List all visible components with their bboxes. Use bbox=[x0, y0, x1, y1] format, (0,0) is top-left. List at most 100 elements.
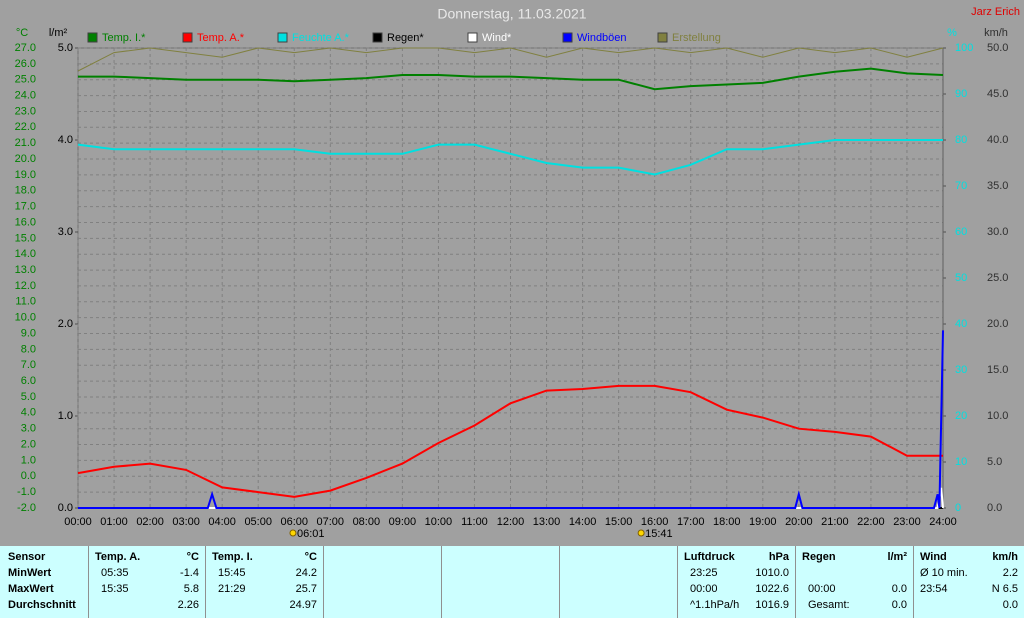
chart-title: Donnerstag, 11.03.2021 bbox=[437, 6, 586, 22]
series-line bbox=[77, 47, 944, 72]
summary-block: Luftdruck hPa 23:25 1010.0 00:00 1022.6 ^1.1hP… bbox=[677, 546, 795, 618]
series-line bbox=[77, 139, 943, 176]
x-tick-label: 18:00 bbox=[713, 516, 741, 528]
y-tick-label: 22.0 bbox=[15, 121, 36, 133]
cell-label: 00:00 bbox=[690, 583, 718, 595]
cell-value: -1.4 bbox=[180, 567, 199, 579]
axis-title: km/h bbox=[984, 27, 1008, 39]
y-tick-label: 17.0 bbox=[15, 201, 36, 213]
axis-title: °C bbox=[16, 27, 28, 39]
y-tick-label: 40 bbox=[955, 318, 967, 330]
legend-label: Erstellung bbox=[672, 32, 721, 44]
cell-value: 24.97 bbox=[289, 599, 317, 611]
y-tick-label: 19.0 bbox=[15, 169, 36, 181]
y-tick-label: 5.0 bbox=[21, 391, 36, 403]
legend-label: Feuchte A.* bbox=[292, 32, 350, 44]
x-tick-label: 07:00 bbox=[317, 516, 345, 528]
y-tick-label: 3.0 bbox=[21, 423, 36, 435]
y-tick-label: 0 bbox=[955, 502, 961, 514]
y-tick-label: 18.0 bbox=[15, 185, 36, 197]
legend-label: Windböen bbox=[577, 32, 627, 44]
y-tick-label: 100 bbox=[955, 42, 973, 54]
sun-marker bbox=[289, 529, 297, 537]
y-tick-label: 70 bbox=[955, 180, 967, 192]
cell-label: 00:00 bbox=[808, 583, 836, 595]
y-tick-label: 30 bbox=[955, 364, 967, 376]
legend-swatch bbox=[277, 32, 288, 43]
cell-label: ^1.1hPa/h bbox=[690, 599, 740, 611]
y-tick-label: 13.0 bbox=[15, 264, 36, 276]
y-tick-label: 30.0 bbox=[987, 226, 1008, 238]
summary-table: Sensor MinWert MaxWert Durchschnitt Temp. A.… bbox=[0, 546, 1024, 618]
legend-swatch bbox=[657, 32, 668, 43]
y-tick-label: 21.0 bbox=[15, 137, 36, 149]
y-tick-label: 20 bbox=[955, 410, 967, 422]
cell-value: 24.2 bbox=[295, 567, 317, 579]
block-title: Wind bbox=[920, 551, 947, 563]
cell-label: 21:29 bbox=[218, 583, 246, 595]
summary-block: Temp. I. °C 15:45 24.2 21:29 25.7 24.97 bbox=[205, 546, 323, 618]
y-tick-label: 27.0 bbox=[15, 42, 36, 54]
y-tick-label: 12.0 bbox=[15, 280, 36, 292]
y-tick-label: 4.0 bbox=[58, 134, 73, 146]
x-tick-label: 06:00 bbox=[280, 516, 308, 528]
legend-swatch bbox=[467, 32, 478, 43]
plot: °C -2.0 -1.0 0.0 1.0 2.0 3.0 4.0 5.0 6.0 7.0 8.0 9.0… bbox=[15, 27, 1009, 540]
y-tick-label: 40.0 bbox=[987, 134, 1008, 146]
cell-value: 1022.6 bbox=[755, 583, 789, 595]
y-tick-label: 2.0 bbox=[58, 318, 73, 330]
annotation-label: 15:41 bbox=[645, 528, 673, 540]
cell-value: 2.26 bbox=[177, 599, 199, 611]
y-tick-label: 90 bbox=[955, 88, 967, 100]
block-unit: km/h bbox=[992, 551, 1018, 563]
y-tick-label: 20.0 bbox=[15, 153, 36, 165]
series-line bbox=[78, 67, 944, 91]
cell-label: 23:54 bbox=[920, 583, 948, 595]
annotation-label: 06:01 bbox=[297, 528, 325, 540]
cell-value: 25.7 bbox=[295, 583, 317, 595]
cell-value: 1016.9 bbox=[755, 599, 789, 611]
chart: Donnerstag, 11.03.2021 Jarz Erich °C -2.0… bbox=[14, 5, 1020, 540]
y-tick-label: 6.0 bbox=[21, 375, 36, 387]
x-tick-label: 08:00 bbox=[353, 516, 381, 528]
y-tick-label: 35.0 bbox=[987, 180, 1008, 192]
y-tick-label: 50.0 bbox=[987, 42, 1008, 54]
x-tick-label: 17:00 bbox=[677, 516, 705, 528]
y-tick-label: 3.0 bbox=[58, 226, 73, 238]
x-tick-label: 22:00 bbox=[857, 516, 885, 528]
block-unit: hPa bbox=[768, 551, 789, 563]
y-tick-label: 25.0 bbox=[15, 74, 36, 86]
x-tick-label: 00:00 bbox=[64, 516, 92, 528]
author: Jarz Erich bbox=[971, 6, 1020, 18]
y-tick-label: 16.0 bbox=[15, 216, 36, 228]
block-title: Temp. I. bbox=[212, 551, 253, 563]
y-tick-label: 15.0 bbox=[15, 232, 36, 244]
x-tick-label: 15:00 bbox=[605, 516, 633, 528]
cell-value: N 6.5 bbox=[991, 583, 1018, 595]
x-tick-label: 09:00 bbox=[389, 516, 417, 528]
row-label-column: Sensor MinWert MaxWert Durchschnitt bbox=[0, 546, 88, 618]
y-tick-label: 5.0 bbox=[987, 456, 1002, 468]
sun-marker bbox=[637, 529, 645, 537]
y-tick-label: 25.0 bbox=[987, 272, 1008, 284]
y-tick-label: 7.0 bbox=[21, 359, 36, 371]
cell-label: Gesamt: bbox=[808, 599, 850, 611]
summary-block: Wind km/h Ø 10 min. 2.2 23:54 N 6.5 0.0 bbox=[913, 546, 1024, 618]
legend-label: Regen* bbox=[387, 32, 424, 44]
cell-label: 05:35 bbox=[101, 567, 129, 579]
cell-value: 1010.0 bbox=[755, 567, 789, 579]
row-label: Sensor bbox=[8, 551, 46, 563]
y-tick-label: 14.0 bbox=[15, 248, 36, 260]
x-tick-label: 11:00 bbox=[461, 516, 488, 528]
x-tick-label: 02:00 bbox=[136, 516, 164, 528]
x-tick-label: 01:00 bbox=[100, 516, 128, 528]
cell-label: 15:35 bbox=[101, 583, 129, 595]
row-label: MinWert bbox=[8, 567, 52, 579]
series-line bbox=[77, 384, 943, 498]
y-tick-label: 10.0 bbox=[987, 410, 1008, 422]
y-tick-label: 5.0 bbox=[58, 42, 73, 54]
summary-block: Temp. A. °C 05:35 -1.4 15:35 5.8 2.26 bbox=[88, 546, 205, 618]
y-tick-label: 23.0 bbox=[15, 105, 36, 117]
y-tick-label: 80 bbox=[955, 134, 967, 146]
